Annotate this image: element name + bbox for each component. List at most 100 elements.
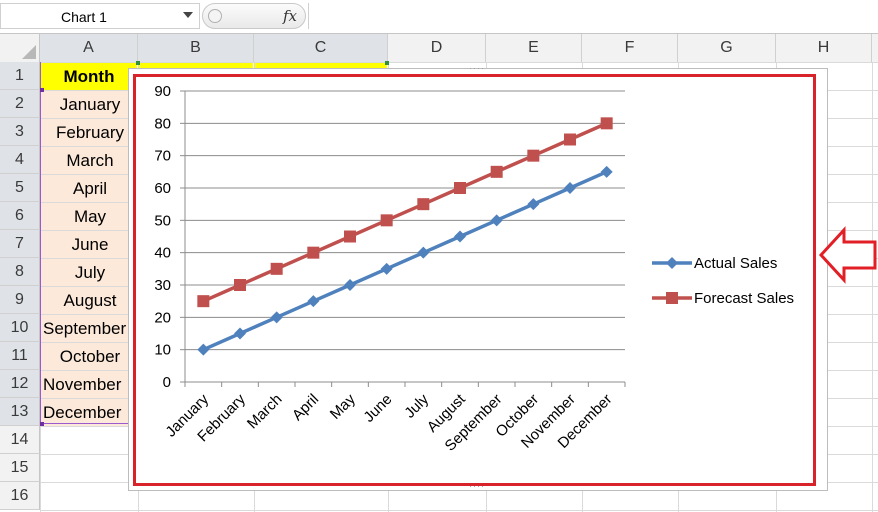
data-point-forecast [490, 165, 503, 178]
data-point-actual [344, 279, 356, 291]
gridlines [180, 90, 626, 387]
data-point-forecast [270, 262, 283, 275]
cell-a-month[interactable]: November [41, 371, 137, 398]
data-point-forecast [344, 230, 356, 243]
row-header-11[interactable]: 11 [0, 342, 40, 370]
row-header-3[interactable]: 3 [0, 118, 40, 146]
cell-a-month[interactable]: July [41, 259, 137, 286]
cell-a-month[interactable]: March [41, 147, 137, 174]
select-all-icon [22, 45, 36, 59]
y-tick-label: 40 [154, 245, 171, 262]
row-header-10[interactable]: 10 [0, 314, 40, 342]
data-point-actual [527, 198, 540, 211]
column-header-e[interactable]: E [486, 34, 582, 62]
series-lines [202, 121, 608, 352]
cell-a1-header[interactable]: Month [41, 63, 137, 90]
range-corner-handle[interactable] [40, 422, 44, 426]
row-header-2[interactable]: 2 [0, 90, 40, 118]
legend-label: Actual Sales [694, 255, 777, 272]
column-headers: A B C D E F G H [0, 34, 878, 63]
data-point-forecast [307, 246, 320, 259]
row-header-13[interactable]: 13 [0, 398, 40, 426]
x-tick-label: June [360, 391, 395, 426]
y-tick-label: 80 [154, 115, 171, 132]
column-header-d[interactable]: D [388, 34, 486, 62]
series-markers [197, 117, 613, 356]
chart-legend: Actual Sales Forecast Sales [652, 255, 794, 307]
x-tick-label: May [327, 390, 359, 422]
data-point-actual [380, 262, 393, 275]
column-header-b[interactable]: B [138, 34, 254, 62]
legend-label: Forecast Sales [694, 290, 794, 307]
row-header-7[interactable]: 7 [0, 230, 40, 258]
chart-area-highlight[interactable]: 0 10 20 30 40 50 60 70 80 90 January February March… [133, 74, 816, 486]
source-range-highlight [40, 62, 130, 424]
column-header-h[interactable]: H [776, 34, 872, 62]
y-tick-label: 10 [154, 342, 171, 359]
data-point-forecast [234, 279, 246, 291]
y-tick-label: 50 [154, 212, 171, 229]
cell-a-month[interactable]: June [41, 231, 137, 258]
chart-resize-handle-bottom[interactable]: ···· [469, 481, 485, 491]
cell-a-month[interactable]: December [41, 399, 137, 426]
row-header-5[interactable]: 5 [0, 174, 40, 202]
range-corner-handle[interactable] [385, 61, 389, 65]
data-point-forecast [527, 149, 540, 162]
row-header-6[interactable]: 6 [0, 202, 40, 230]
row-header-9[interactable]: 9 [0, 286, 40, 314]
row-header-4[interactable]: 4 [0, 146, 40, 174]
cell-a-month[interactable]: February [41, 119, 137, 146]
data-point-actual [600, 165, 613, 178]
formula-bar-controls: fx [202, 3, 306, 29]
row-header-15[interactable]: 15 [0, 454, 40, 482]
y-tick-label: 90 [154, 83, 171, 100]
row-header-1[interactable]: 1 [0, 62, 40, 90]
name-box[interactable]: Chart 1 [0, 3, 200, 29]
cell-a-month[interactable]: April [41, 175, 137, 202]
cell-a-month[interactable]: October [41, 343, 137, 370]
column-header-g[interactable]: G [678, 34, 776, 62]
row-header-16[interactable]: 16 [0, 482, 40, 510]
cell-a-month[interactable]: August [41, 287, 137, 314]
data-point-actual [234, 327, 246, 340]
range-corner-handle[interactable] [40, 88, 44, 92]
row-header-12[interactable]: 12 [0, 370, 40, 398]
row-header-14[interactable]: 14 [0, 426, 40, 454]
y-tick-label: 30 [154, 277, 171, 294]
y-tick-label: 60 [154, 180, 171, 197]
data-point-forecast [380, 214, 393, 227]
formula-bar-resize-handle[interactable] [208, 9, 222, 23]
x-tick-label: March [244, 391, 285, 432]
column-header-a[interactable]: A [40, 34, 138, 62]
chart-resize-handle-top[interactable]: ···· [469, 63, 485, 73]
data-point-actual [564, 182, 576, 194]
cell-a-month[interactable]: May [41, 203, 137, 230]
series-line-forecast [202, 121, 608, 303]
grid-line [872, 62, 873, 512]
data-point-actual [307, 295, 320, 308]
data-point-forecast [564, 133, 576, 146]
data-point-forecast [197, 295, 210, 308]
data-point-forecast [454, 182, 466, 194]
cell-a-month[interactable]: September [41, 315, 137, 342]
range-corner-handle[interactable] [136, 61, 140, 65]
legend-marker-forecast [666, 292, 678, 304]
select-all-button[interactable] [0, 34, 40, 62]
x-tick-label: July [401, 390, 432, 421]
data-point-forecast [600, 117, 613, 130]
row-header-8[interactable]: 8 [0, 258, 40, 286]
cell-a-month[interactable]: January [41, 91, 137, 118]
name-box-dropdown-icon[interactable] [183, 12, 193, 18]
data-point-forecast [417, 198, 430, 211]
formula-bar: Chart 1 fx [0, 0, 878, 34]
formula-input[interactable] [308, 3, 878, 29]
column-header-f[interactable]: F [582, 34, 678, 62]
x-tick-label: April [289, 391, 322, 424]
y-axis-tick-labels: 0 10 20 30 40 50 60 70 80 90 [154, 83, 171, 391]
y-tick-label: 20 [154, 309, 171, 326]
series-line-actual [202, 170, 608, 352]
insert-function-icon[interactable]: fx [282, 7, 297, 25]
column-header-c[interactable]: C [254, 34, 388, 62]
